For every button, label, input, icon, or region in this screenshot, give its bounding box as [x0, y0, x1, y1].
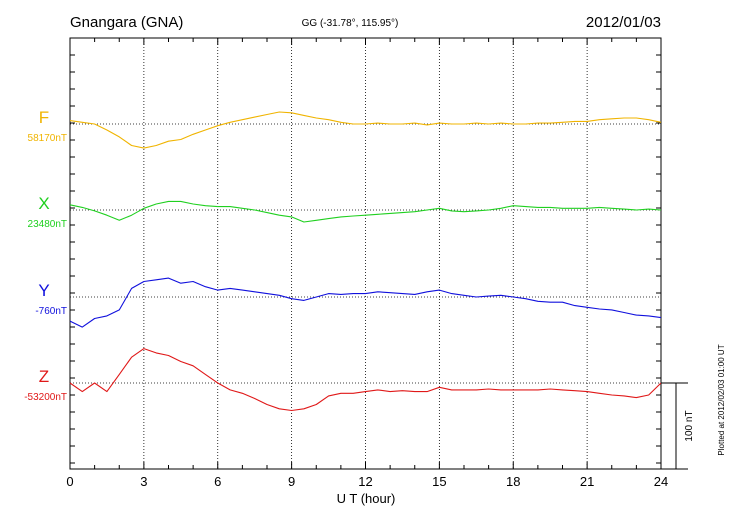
scale-bar-label: 100 nT — [684, 410, 695, 441]
x-tick-label: 18 — [506, 474, 520, 489]
scale-bar — [661, 382, 688, 470]
station-coordinates: GG (-31.78°, 115.95°) — [302, 18, 399, 29]
series-baseline-label-z: -53200nT — [24, 392, 67, 403]
plotted-timestamp: Plotted at 2012/02/03 01:00 UT — [717, 344, 726, 455]
series-baseline-label-x: 23480nT — [28, 219, 67, 230]
axis-ticks — [69, 38, 662, 469]
x-tick-label: 6 — [214, 474, 221, 489]
x-tick-labels: 0 3 6 9 12 15 18 21 24 — [66, 474, 668, 489]
series-line-y — [69, 277, 662, 328]
x-tick-label: 9 — [288, 474, 295, 489]
series-line-x — [69, 200, 662, 223]
series-labels: F 58170nT X 23480nT Y -760nT Z -53200nT — [24, 108, 67, 403]
x-tick-label: 15 — [432, 474, 446, 489]
series-baseline-label-f: 58170nT — [28, 133, 67, 144]
baseline-grid — [70, 123, 661, 384]
station-title: Gnangara (GNA) — [70, 14, 183, 31]
vertical-grid — [143, 38, 588, 469]
series-lines — [69, 111, 662, 412]
series-name-x: X — [38, 194, 49, 213]
series-name-y: Y — [38, 281, 49, 300]
x-tick-label: 24 — [654, 474, 668, 489]
x-tick-label: 3 — [140, 474, 147, 489]
series-baseline-label-y: -760nT — [35, 306, 67, 317]
series-line-f — [69, 111, 662, 149]
x-tick-label: 12 — [358, 474, 372, 489]
x-tick-label: 0 — [66, 474, 73, 489]
series-name-z: Z — [39, 367, 49, 386]
series-name-f: F — [39, 108, 49, 127]
plot-date: 2012/01/03 — [586, 14, 661, 31]
x-axis-title: U T (hour) — [337, 491, 396, 506]
x-tick-label: 21 — [580, 474, 594, 489]
series-line-z — [69, 348, 662, 412]
